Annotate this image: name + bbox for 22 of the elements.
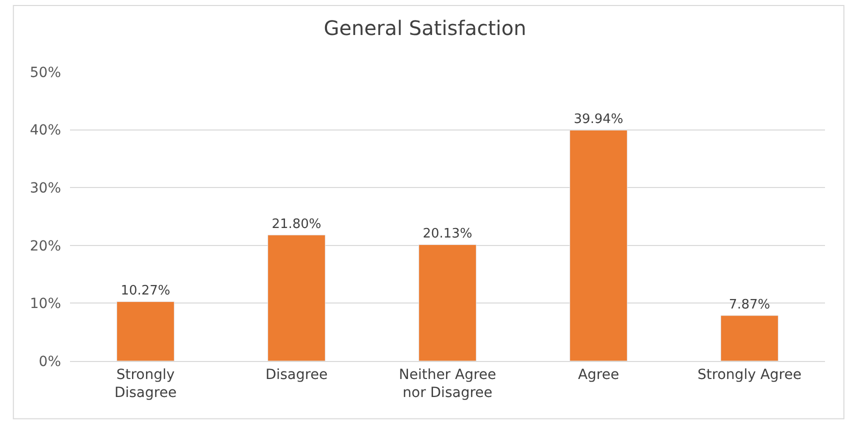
bar bbox=[570, 130, 628, 361]
y-tick-label: 30% bbox=[30, 180, 61, 196]
bar bbox=[418, 244, 476, 361]
x-tick-label: Strongly Disagree bbox=[114, 366, 177, 401]
x-tick-label: Strongly Agree bbox=[698, 366, 802, 383]
y-tick-label: 10% bbox=[30, 296, 61, 312]
y-tick-label: 40% bbox=[30, 122, 61, 139]
bar bbox=[268, 234, 326, 361]
data-label: 39.94% bbox=[574, 112, 624, 128]
y-tick-label: 50% bbox=[30, 64, 61, 81]
data-label: 10.27% bbox=[120, 284, 170, 299]
data-label: 7.87% bbox=[728, 298, 770, 313]
data-label: 21.80% bbox=[272, 217, 322, 232]
chart-title: General Satisfaction bbox=[324, 16, 526, 40]
x-tick-label: Neither Agree nor Disagree bbox=[398, 366, 496, 401]
y-tick-label: 20% bbox=[30, 238, 61, 254]
bar bbox=[116, 301, 174, 361]
y-tick-label: 0% bbox=[38, 354, 61, 370]
data-label: 20.13% bbox=[422, 226, 472, 242]
x-tick-label: Disagree bbox=[265, 366, 328, 383]
x-tick-label: Agree bbox=[578, 366, 620, 383]
bar bbox=[720, 315, 778, 361]
